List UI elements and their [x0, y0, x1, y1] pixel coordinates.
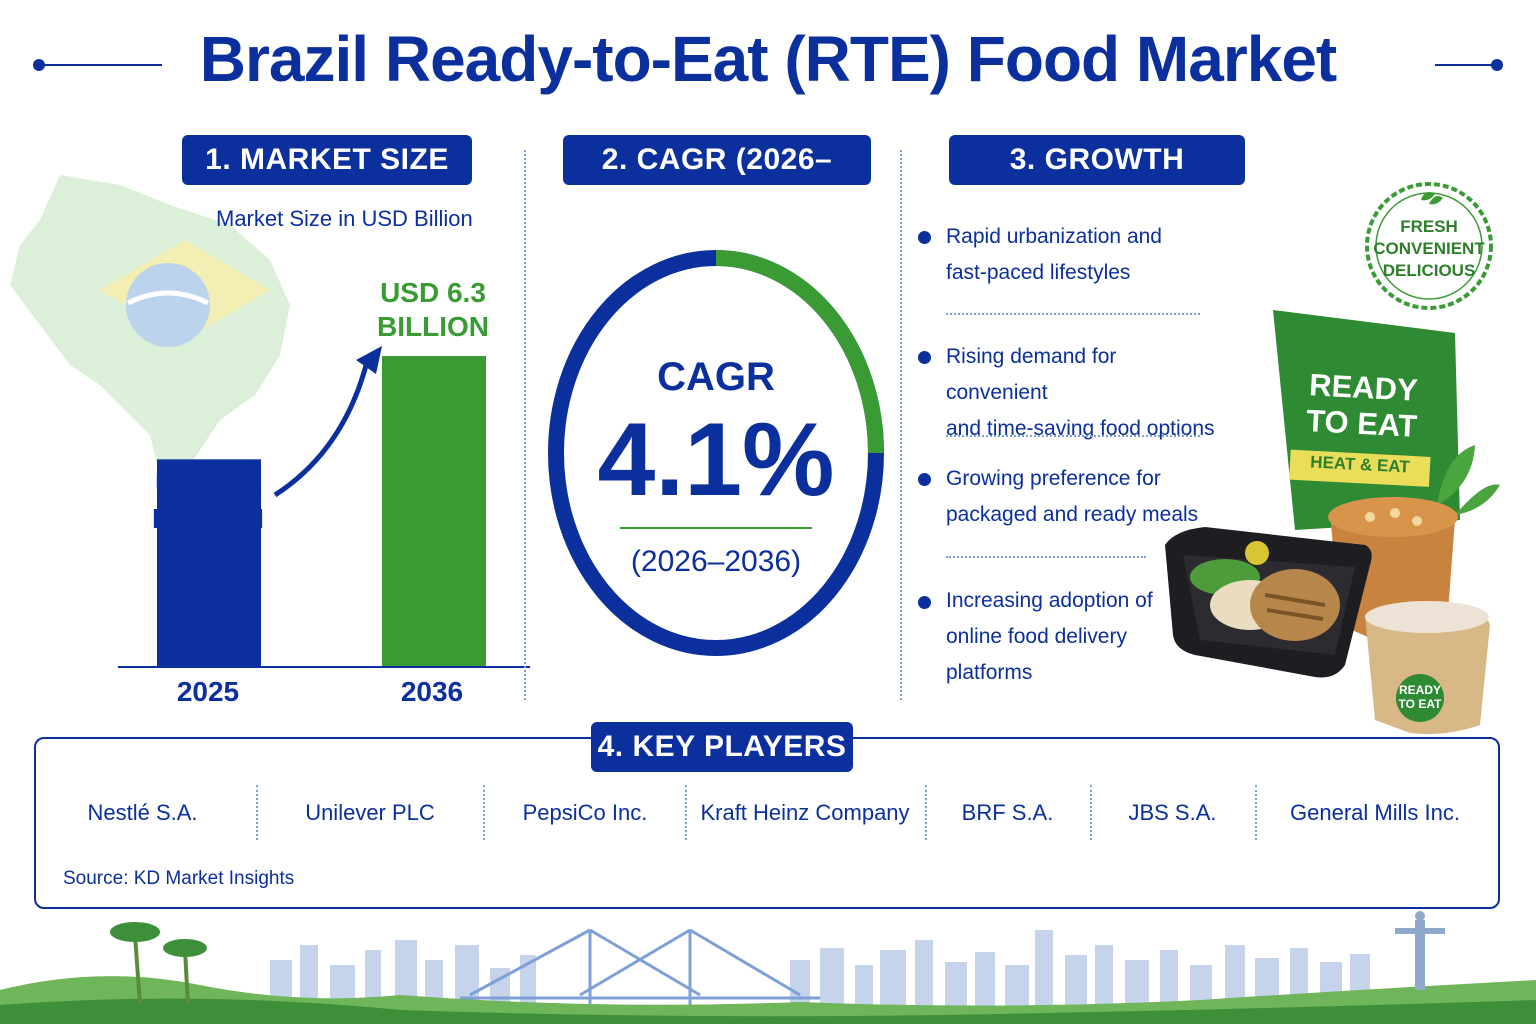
- fresh-badge-text: FRESH CONVENIENT DELICIOUS: [1373, 217, 1485, 280]
- pouch-label: READY TO EAT: [1305, 367, 1419, 444]
- player-name: BRF S.A.: [961, 800, 1054, 825]
- driver-item: Increasing adoption of online food delive…: [946, 589, 1153, 684]
- driver-divider: [946, 435, 1200, 437]
- driver-item: Rapid urbanization and fast-paced lifesty…: [946, 225, 1162, 284]
- cagr-ring-green: [715, 250, 884, 454]
- growth-arrow-head: [356, 346, 382, 374]
- growth-arrow: [273, 357, 371, 498]
- market-size-subtitle: Market Size in USD Billion: [216, 206, 473, 231]
- driver-divider: [946, 313, 1200, 315]
- driver-divider: [946, 556, 1146, 558]
- cagr-value: 4.1%: [597, 402, 835, 518]
- section-header-growth-drivers: 3. GROWTH DRIVERS: [949, 135, 1245, 226]
- bullet-icon: [918, 351, 931, 364]
- fresh-badge-icon: [1365, 182, 1493, 310]
- player-name: General Mills Inc.: [1290, 800, 1460, 825]
- bar-2025: [157, 459, 261, 666]
- bar-2036: [382, 356, 486, 666]
- cup-label: READY TO EAT: [1398, 683, 1442, 711]
- player-name: Nestlé S.A.: [87, 800, 198, 825]
- driver-item: Rising demand for convenient and time-sav…: [946, 345, 1215, 440]
- section-divider: [900, 150, 902, 700]
- bar-2025-value-label: USD 4.2 BILLION: [152, 469, 264, 534]
- title-left-line: [40, 64, 162, 66]
- ready-meal-illustration: [1165, 310, 1500, 734]
- section-divider: [524, 150, 526, 700]
- bullet-icon: [918, 596, 931, 609]
- source-note: Source: KD Market Insights: [63, 868, 295, 889]
- player-divider: [1255, 785, 1257, 840]
- bullet-icon: [918, 231, 931, 244]
- player-divider: [483, 785, 485, 840]
- player-divider: [1090, 785, 1092, 840]
- player-name: JBS S.A.: [1128, 800, 1217, 825]
- cagr-ring: [548, 250, 884, 656]
- title-right-dot: [1491, 59, 1503, 71]
- player-divider: [685, 785, 687, 840]
- player-name: Kraft Heinz Company: [700, 800, 910, 825]
- bar-2025-year: 2025: [176, 676, 240, 707]
- cagr-period: (2026–2036): [630, 545, 802, 578]
- player-name: PepsiCo Inc.: [522, 800, 648, 825]
- bar-2036-year: 2036: [400, 676, 464, 707]
- section-header-market-size: 1. MARKET SIZE: [182, 135, 472, 185]
- player-name: Unilever PLC: [305, 800, 435, 825]
- driver-item: Growing preference for packaged and ready…: [946, 467, 1199, 526]
- player-divider: [256, 785, 258, 840]
- city-skyline-illustration: [0, 911, 1536, 1024]
- section-header-key-players: 4. KEY PLAYERS: [591, 722, 853, 772]
- bar-2036-value-label: USD 6.3 BILLION: [377, 277, 489, 342]
- player-divider: [925, 785, 927, 840]
- cagr-label: CAGR: [657, 355, 775, 399]
- title-right-line: [1435, 64, 1493, 66]
- market-size-bar-chart: [118, 346, 530, 668]
- section-header-cagr: 2. CAGR (2026–2036): [563, 135, 871, 226]
- bullet-icon: [918, 473, 931, 486]
- title-left-dot: [33, 59, 45, 71]
- brazil-map-illustration: [10, 175, 290, 475]
- page-title: Brazil Ready-to-Eat (RTE) Food Market: [199, 23, 1337, 95]
